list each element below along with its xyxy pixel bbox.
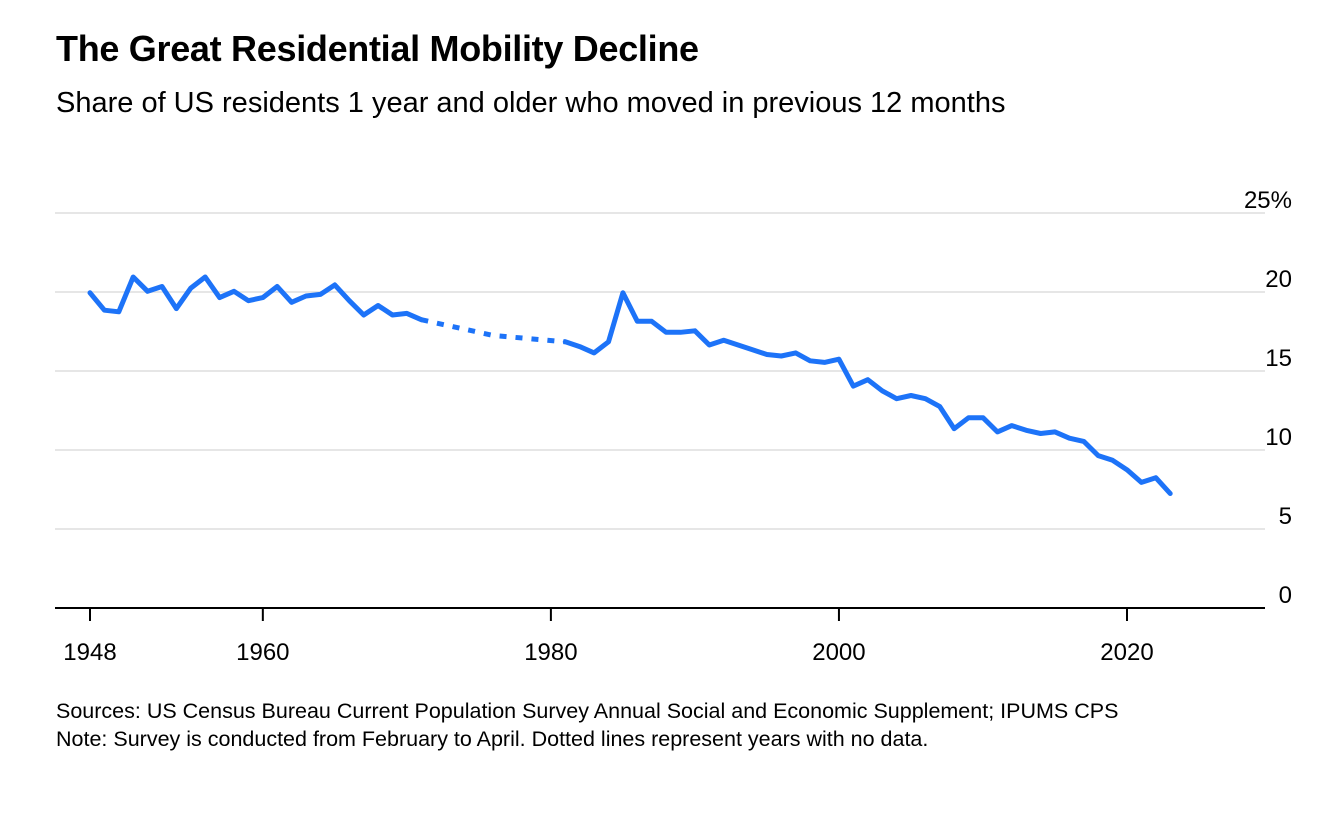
series-line-no-data-dotted — [420, 317, 566, 345]
gridlines — [55, 212, 1265, 530]
chart-subtitle: Share of US residents 1 year and older w… — [56, 87, 1006, 119]
x-tick-label-1948: 1948 — [63, 639, 116, 666]
x-tick-label-1980: 1980 — [524, 639, 577, 666]
y-tick-label-15: 15 — [1265, 345, 1292, 372]
footnotes: Sources: US Census Bureau Current Popula… — [56, 697, 1296, 753]
y-tick-label-25: 25% — [1244, 187, 1292, 214]
series-line-segment-0 — [87, 274, 424, 323]
axes — [55, 607, 1265, 621]
series-line-segment-2 — [562, 290, 1173, 496]
y-tick-label-10: 10 — [1265, 424, 1292, 451]
y-tick-label-0: 0 — [1279, 582, 1292, 609]
series-lines — [87, 274, 1173, 496]
y-tick-label-20: 20 — [1265, 266, 1292, 293]
x-tick-label-1960: 1960 — [236, 639, 289, 666]
y-tick-label-5: 5 — [1279, 503, 1292, 530]
x-tick-label-2000: 2000 — [812, 639, 865, 666]
survey-note: Note: Survey is conducted from February … — [56, 727, 929, 751]
x-tick-label-2020: 2020 — [1100, 639, 1153, 666]
sources-note: Sources: US Census Bureau Current Popula… — [56, 699, 1119, 723]
x-tick-labels: 1948 1960 1980 2000 2020 — [63, 639, 1153, 666]
chart-title: The Great Residential Mobility Decline — [56, 28, 699, 69]
line-chart: 0 5 10 15 20 25% 1948 1960 1980 2000 2020 — [55, 187, 1292, 666]
y-tick-labels: 0 5 10 15 20 25% — [1244, 187, 1292, 609]
